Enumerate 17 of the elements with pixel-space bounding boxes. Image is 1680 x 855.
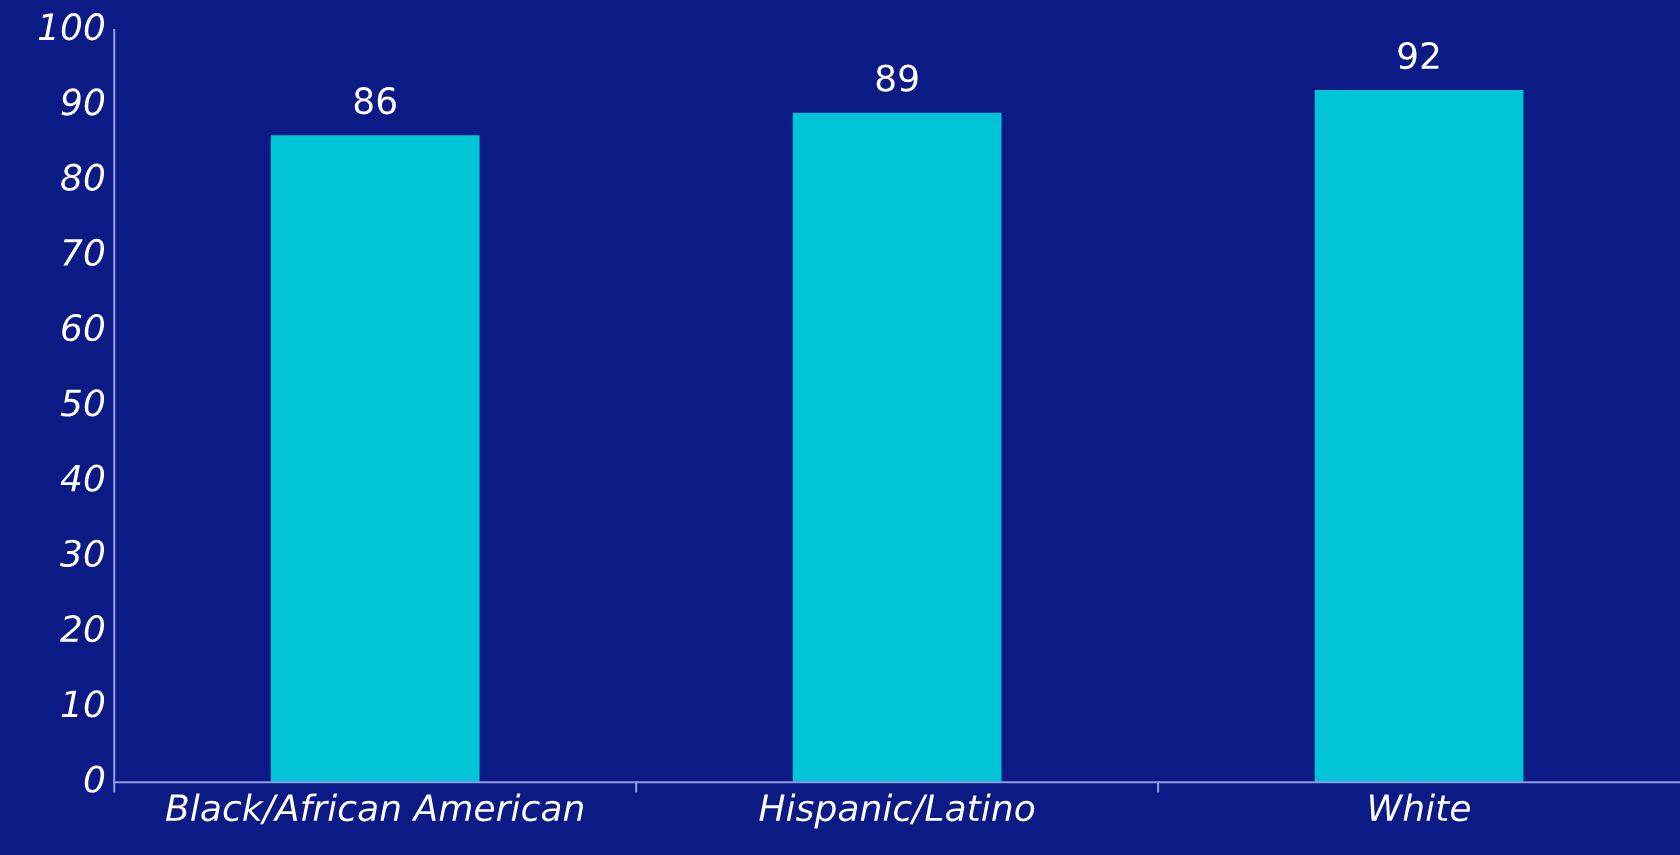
y-tick-label: 50 [60, 389, 105, 417]
y-tick-label: 80 [61, 163, 105, 191]
x-tick-label: Black/African American [166, 793, 583, 825]
data-label: 89 [876, 64, 918, 92]
data-label: 86 [354, 87, 396, 115]
data-label: 92 [1398, 41, 1439, 70]
x-tick-label: White [1370, 793, 1470, 822]
y-tick-label: 60 [62, 314, 105, 342]
x-tick-label: Hispanic/Latino [759, 793, 1035, 829]
y-tick-label: 40 [60, 464, 105, 492]
y-tick-label: 0 [84, 765, 105, 793]
y-tick-label: 20 [60, 615, 105, 643]
y-tick-label: 90 [61, 88, 105, 116]
y-tick-label: 10 [61, 690, 105, 718]
y-tick-label: 100 [38, 13, 105, 41]
y-tick-label: 70 [63, 238, 105, 267]
y-tick-label: 30 [60, 539, 105, 568]
